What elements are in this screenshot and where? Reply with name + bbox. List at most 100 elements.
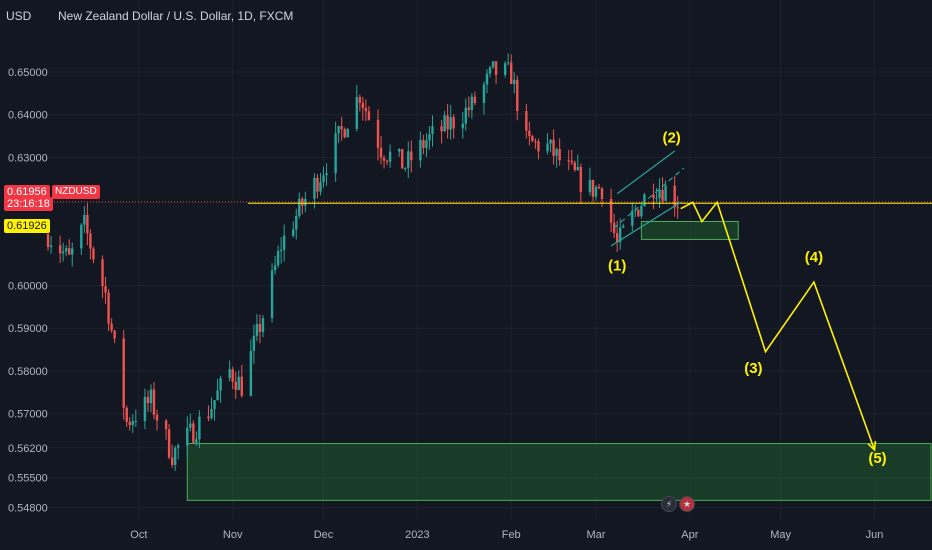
- wave-label-3: (3): [744, 360, 762, 377]
- candle-body-78: [379, 147, 383, 158]
- wave-label-4: (4): [805, 249, 823, 266]
- candle-body-49: [255, 323, 259, 336]
- candle-body-6: [71, 248, 74, 255]
- candle-body-32: [186, 427, 189, 446]
- candle-body-113: [528, 130, 531, 136]
- candle-body-34: [192, 423, 195, 443]
- candle-body-60: [301, 198, 304, 206]
- x-tick-label-0: Oct: [130, 529, 147, 541]
- candle-body-44: [234, 381, 237, 390]
- candle-body-116: [537, 141, 540, 152]
- candle-body-130: [597, 186, 601, 189]
- candle-body-66: [325, 173, 328, 176]
- candle-body-71: [346, 129, 349, 138]
- horizontal-line-price-tag: 0.61926: [4, 219, 50, 233]
- candle-body-38: [210, 408, 213, 419]
- candle-body-10: [89, 233, 92, 249]
- candle-body-30: [173, 447, 177, 466]
- candle-body-122: [567, 160, 570, 162]
- wave-label-5: (5): [868, 450, 886, 467]
- candle-body-118: [549, 139, 552, 144]
- candle-body-5: [68, 248, 71, 255]
- candle-body-103: [485, 73, 489, 85]
- candle-body-48: [252, 335, 256, 351]
- lightning-icon[interactable]: ⚡: [661, 496, 677, 512]
- y-tick-label-3: 0.60000: [8, 281, 48, 293]
- wave-label-2: (2): [662, 129, 680, 146]
- candle-body-126: [579, 166, 583, 193]
- candle-body-111: [516, 79, 519, 112]
- candle-body-139: [637, 209, 640, 217]
- projection-arrowhead: [867, 440, 877, 452]
- channel-line-1: [613, 167, 685, 229]
- candle-body-26: [155, 414, 159, 421]
- wave-projection-path: [680, 200, 876, 451]
- x-tick-label-8: Jun: [866, 529, 884, 541]
- candle-body-14: [107, 292, 110, 324]
- candle-body-145: [661, 189, 664, 201]
- candle-body-119: [552, 139, 555, 156]
- candle-body-67: [334, 133, 337, 174]
- candle-body-85: [407, 151, 410, 169]
- candle-body-39: [213, 400, 216, 409]
- candle-body-33: [189, 423, 192, 428]
- candle-body-18: [125, 407, 128, 422]
- candle-body-45: [237, 376, 240, 390]
- candle-body-2: [58, 245, 62, 254]
- candle-body-125: [576, 166, 580, 171]
- candle-body-96: [452, 117, 455, 129]
- candle-body-55: [279, 249, 283, 251]
- candle-body-82: [397, 149, 401, 152]
- candle-body-28: [167, 429, 171, 458]
- candle-body-101: [473, 96, 477, 103]
- candle-body-19: [128, 421, 131, 426]
- candle-body-79: [382, 157, 386, 161]
- candle-body-22: [143, 396, 147, 422]
- wave-label-1: (1): [608, 258, 626, 275]
- candle-body-110: [513, 79, 516, 84]
- candle-body-74: [361, 102, 365, 108]
- y-tick-label-9: 0.54800: [8, 503, 48, 515]
- x-tick-label-2: Dec: [314, 529, 334, 541]
- candle-body-102: [482, 84, 486, 103]
- candle-body-70: [343, 129, 346, 138]
- bar-countdown-tag: 23:16:18: [4, 197, 53, 211]
- candle-body-83: [401, 149, 404, 169]
- candle-body-27: [164, 420, 168, 430]
- candle-body-80: [385, 160, 389, 162]
- candle-body-58: [295, 216, 298, 230]
- candle-body-36: [198, 416, 201, 440]
- candle-body-132: [609, 198, 613, 223]
- y-tick-label-5: 0.58000: [8, 366, 48, 378]
- candle-body-12: [101, 259, 104, 287]
- currency-label: USD: [6, 9, 32, 23]
- us-flag-icon[interactable]: ★: [679, 496, 695, 512]
- event-badges[interactable]: ⚡ ★: [661, 496, 695, 512]
- candle-body-31: [177, 445, 180, 448]
- candle-body-3: [61, 251, 65, 254]
- candle-body-146: [664, 185, 667, 201]
- candle-body-81: [388, 151, 392, 162]
- candle-body-41: [219, 378, 222, 391]
- candle-body-13: [104, 286, 107, 293]
- y-tick-label-6: 0.57000: [8, 409, 48, 421]
- candle-body-91: [431, 126, 434, 134]
- candle-body-53: [273, 265, 277, 271]
- symbol-title[interactable]: New Zealand Dollar / U.S. Dollar, 1D, FX…: [58, 9, 294, 23]
- candle-body-89: [425, 140, 428, 148]
- x-tick-label-5: Mar: [586, 529, 605, 541]
- candle-body-133: [612, 222, 616, 234]
- candle-body-40: [216, 390, 219, 401]
- candle-body-17: [122, 338, 125, 408]
- y-tick-label-8: 0.55500: [8, 473, 48, 485]
- candle-body-73: [358, 97, 362, 103]
- candle-body-98: [464, 107, 467, 124]
- candle-body-142: [652, 194, 655, 198]
- candle-body-23: [146, 396, 150, 404]
- candle-body-92: [440, 126, 443, 132]
- support-zone-small: [640, 220, 739, 240]
- candle-body-114: [531, 135, 534, 142]
- candle-body-21: [134, 421, 138, 423]
- candle-body-15: [110, 323, 113, 331]
